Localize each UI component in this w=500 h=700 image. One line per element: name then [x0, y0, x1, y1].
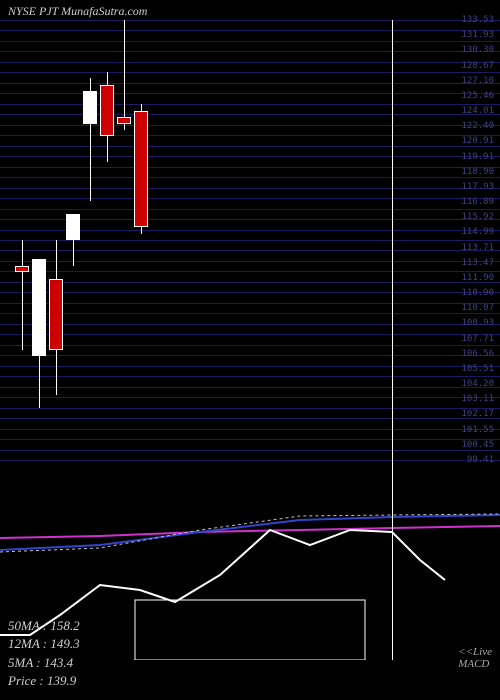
- candle-body: [66, 214, 80, 240]
- candle-body: [15, 266, 29, 272]
- yaxis-label: 105.51: [461, 364, 494, 374]
- price-gridline: [0, 261, 500, 262]
- yaxis-label: 104.20: [461, 379, 494, 389]
- candle-body: [117, 117, 131, 123]
- price-gridline: [0, 324, 500, 325]
- yaxis-label: 100.45: [461, 440, 494, 450]
- price-label: Price : 139.9: [8, 672, 80, 690]
- candle-body: [49, 279, 63, 350]
- price-gridline: [0, 41, 500, 42]
- candle-body: [134, 111, 148, 227]
- yaxis-label: 127.10: [461, 76, 494, 86]
- yaxis-label: 107.71: [461, 334, 494, 344]
- price-gridline: [0, 188, 500, 189]
- candle-body: [32, 259, 46, 356]
- price-gridline: [0, 114, 500, 115]
- yaxis-label: 113.47: [461, 258, 494, 268]
- macd-box: [135, 600, 365, 660]
- yaxis-label: 124.01: [461, 106, 494, 116]
- price-gridline: [0, 72, 500, 73]
- candle-wick: [124, 20, 125, 130]
- price-gridline: [0, 387, 500, 388]
- yaxis-label: 117.93: [461, 182, 494, 192]
- yaxis-label: 120.91: [461, 136, 494, 146]
- yaxis-label: 131.93: [461, 30, 494, 40]
- yaxis-label: 102.17: [461, 409, 494, 419]
- price-gridline: [0, 345, 500, 346]
- price-gridline: [0, 51, 500, 52]
- price-gridline: [0, 62, 500, 63]
- yaxis-label: 128.67: [461, 61, 494, 71]
- yaxis-label: 119.91: [461, 152, 494, 162]
- price-gridline: [0, 376, 500, 377]
- yaxis-label: 111.90: [461, 273, 494, 283]
- price-gridline: [0, 83, 500, 84]
- yaxis-label: 99.41: [467, 455, 494, 465]
- candle-wick: [22, 240, 23, 350]
- yaxis-label: 130.30: [461, 45, 494, 55]
- price-gridline: [0, 450, 500, 451]
- price-gridline: [0, 104, 500, 105]
- price-gridline: [0, 125, 500, 126]
- chart-title: NYSE PJT MunafaSutra.com: [8, 4, 147, 19]
- yaxis-label: 110.07: [461, 303, 494, 313]
- price-gridline: [0, 93, 500, 94]
- macd-line-blue: [0, 515, 500, 550]
- chart-container: NYSE PJT MunafaSutra.com 133.53 131.93 130…: [0, 0, 500, 700]
- price-gridline: [0, 156, 500, 157]
- price-gridline: [0, 397, 500, 398]
- live-line2: MACD: [458, 658, 492, 670]
- price-gridline: [0, 250, 500, 251]
- ma-legend: 50MA : 158.2 12MA : 149.3 5MA : 143.4 Pr…: [8, 617, 80, 690]
- price-gridline: [0, 271, 500, 272]
- price-gridline: [0, 429, 500, 430]
- price-gridline: [0, 366, 500, 367]
- yaxis-label: 115.92: [461, 212, 494, 222]
- candle-body: [100, 85, 114, 137]
- yaxis-label: 108.93: [461, 318, 494, 328]
- price-gridline: [0, 418, 500, 419]
- yaxis-label: 116.89: [461, 197, 494, 207]
- price-gridline: [0, 209, 500, 210]
- yaxis-label: 103.11: [461, 394, 494, 404]
- yaxis-label: 110.90: [461, 288, 494, 298]
- price-gridline: [0, 146, 500, 147]
- price-gridline: [0, 313, 500, 314]
- price-gridline: [0, 240, 500, 241]
- price-gridline: [0, 135, 500, 136]
- price-gridline: [0, 439, 500, 440]
- price-gridline: [0, 355, 500, 356]
- macd-line-magenta: [0, 526, 500, 538]
- live-line1: <<Live: [458, 646, 492, 658]
- ma50-label: 50MA : 158.2: [8, 617, 80, 635]
- ma5-label: 5MA : 143.4: [8, 654, 80, 672]
- price-gridline: [0, 408, 500, 409]
- ma12-label: 12MA : 149.3: [8, 635, 80, 653]
- yaxis-label: 118.90: [461, 167, 494, 177]
- price-gridline: [0, 303, 500, 304]
- yaxis-label: 125.46: [461, 91, 494, 101]
- yaxis-label: 114.99: [461, 227, 494, 237]
- price-gridline: [0, 282, 500, 283]
- yaxis-label: 101.55: [461, 425, 494, 435]
- yaxis-label: 106.56: [461, 349, 494, 359]
- price-gridline: [0, 292, 500, 293]
- price-gridline: [0, 20, 500, 21]
- time-cursor-line: [392, 20, 393, 660]
- yaxis-label: 122.40: [461, 121, 494, 131]
- price-gridline: [0, 177, 500, 178]
- price-gridline: [0, 167, 500, 168]
- yaxis-label: 133.53: [461, 15, 494, 25]
- candle-body: [83, 91, 97, 123]
- price-panel: 133.53131.93130.30128.67127.10125.46124.…: [0, 20, 500, 460]
- price-gridline: [0, 198, 500, 199]
- yaxis-label: 113.71: [461, 243, 494, 253]
- price-gridline: [0, 334, 500, 335]
- price-gridline: [0, 30, 500, 31]
- live-macd-label: <<Live MACD: [458, 646, 492, 670]
